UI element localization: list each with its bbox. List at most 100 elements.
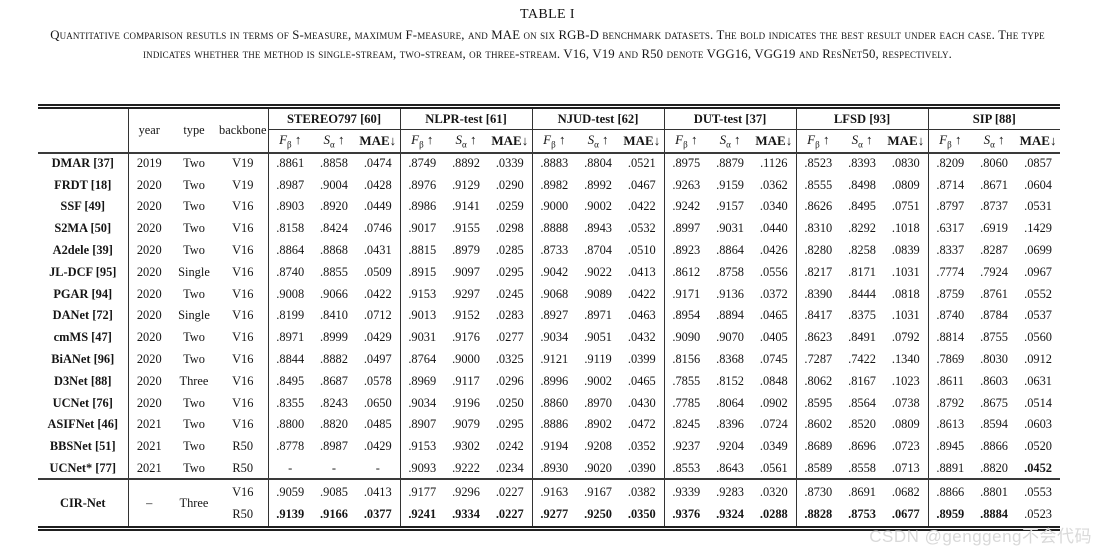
metric-header: MAE↓	[884, 129, 929, 154]
metric-value-cell: .0556	[759, 264, 788, 279]
metric-value-cell: .8696	[848, 439, 876, 454]
backbone-cell: R50	[232, 507, 254, 522]
metric-value-cell: .0537	[1024, 308, 1052, 323]
backbone-cell: V16	[232, 221, 254, 236]
metric-value-cell: .8864	[716, 243, 744, 258]
metric-value-cell: .0474	[363, 156, 392, 171]
metric-value-cell: .8595	[795, 392, 841, 415]
metric-value-cell: .0372	[759, 286, 788, 301]
metric-value-cell: .0426	[759, 243, 788, 258]
metric-value-cell: .8804	[584, 156, 612, 171]
header-row: year type backbone STEREO797 [60] NLPR-test …	[38, 106, 1061, 154]
metric-value-cell: .0298	[495, 221, 524, 236]
metric-value-cell: .0553	[1016, 478, 1061, 504]
table-row: BBSNet [51] 2021 Two R50 .8778 .8987 .0429 .915…	[38, 435, 1060, 458]
metric-value-cell: .8393	[848, 156, 876, 171]
metric-value-cell: .0399	[627, 352, 656, 367]
metric-value-cell: .9222	[452, 460, 480, 475]
metric-value-cell: .8491	[848, 330, 876, 345]
metric-header: Sα ↑	[444, 129, 489, 154]
metric-value-cell: .8396	[716, 417, 744, 432]
method-name-cell: BiANet [96]	[51, 352, 115, 367]
metric-value-cell: .0467	[627, 177, 656, 192]
metric-value-cell: .9241	[399, 503, 445, 529]
metric-header: Sα ↑	[708, 129, 753, 154]
metric-value-cell: .8553	[663, 457, 709, 480]
metric-value-cell: .7785	[663, 392, 709, 415]
method-name-cell: DMAR [37]	[51, 156, 114, 171]
metric-value-cell: .9324	[716, 507, 744, 522]
metric-value-cell: .8884	[980, 507, 1008, 522]
metric-value-cell: .0792	[891, 330, 920, 345]
type-cell: Two	[183, 286, 205, 301]
metric-value-cell: .0531	[1024, 199, 1052, 214]
metric-value-cell: .0296	[495, 373, 524, 388]
type-cell: Two	[183, 395, 205, 410]
table-row: ASIFNet [46] 2021 Two V16 .8800 .8820 .0485 .89…	[38, 414, 1060, 436]
metric-value-cell: .8689	[795, 435, 841, 458]
metric-value-cell: .0745	[759, 352, 788, 367]
type-cell: Two	[183, 460, 205, 475]
metric-value-cell: .9302	[452, 439, 480, 454]
meta-header-year: year	[127, 106, 170, 154]
metric-value-cell: .0510	[627, 243, 656, 258]
metric-value-cell: .8158	[267, 217, 312, 240]
metric-value-cell: .9339	[663, 478, 709, 504]
metric-value-cell: .9141	[452, 199, 480, 214]
metric-value-cell: .0603	[1024, 417, 1052, 432]
metric-value-cell: .8740	[267, 261, 312, 284]
metric-value-cell: .1126	[760, 156, 788, 171]
metric-value-cell: .9376	[663, 503, 709, 529]
metric-value-cell: .8920	[320, 199, 348, 214]
metric-value-cell: .7422	[848, 352, 876, 367]
metric-value-cell: .0809	[891, 417, 920, 432]
metric-value-cell: .9002	[584, 373, 612, 388]
metric-value-cell: .0520	[1024, 439, 1052, 454]
metric-value-cell: .8758	[716, 264, 744, 279]
metric-value-cell: .9177	[399, 478, 445, 504]
metric-value-cell: .9171	[663, 283, 709, 306]
year-cell: 2020	[127, 261, 170, 284]
metric-value-cell: .8171	[848, 264, 876, 279]
metric-value-cell: .9093	[399, 457, 445, 480]
metric-value-cell: .9000	[452, 352, 480, 367]
year-cell: –	[127, 478, 170, 529]
type-cell: Two	[183, 439, 205, 454]
metric-value-cell: .8866	[927, 478, 973, 504]
metric-value-cell: .8759	[927, 283, 973, 306]
backbone-cell: V16	[232, 330, 254, 345]
metric-value-cell: .8892	[452, 156, 480, 171]
type-cell: Two	[183, 352, 205, 367]
metric-value-cell: .0818	[891, 286, 920, 301]
metric-value-cell: .0650	[363, 395, 392, 410]
metric-value-cell: .8930	[531, 457, 577, 480]
metric-value-cell: .0259	[495, 199, 524, 214]
metric-value-cell: .8915	[399, 261, 445, 284]
metric-value-cell: .9090	[663, 326, 709, 349]
metric-value-cell: .0449	[363, 199, 392, 214]
csdn-watermark: CSDN @genggeng不会代码	[869, 527, 1092, 546]
year-cell: 2020	[127, 283, 170, 306]
backbone-cell: V19	[232, 177, 254, 192]
metric-value-cell: .9163	[531, 478, 577, 504]
metric-value-cell: .0320	[752, 478, 797, 504]
metric-value-cell: .0277	[495, 330, 524, 345]
metric-value-cell: .8749	[399, 152, 445, 175]
metric-value-cell: .8612	[663, 261, 709, 284]
metric-value-cell: .0290	[495, 177, 524, 192]
table-row: FRDT [18] 2020 Two V19 .8987 .9004 .0428 .8976.…	[38, 174, 1060, 197]
metric-value-cell: .8755	[980, 330, 1008, 345]
metric-value-cell: .8764	[399, 348, 445, 371]
metric-value-cell: .8444	[848, 286, 876, 301]
table-row: UCNet [76] 2020 Two V16 .8355 .8243 .0650 .9034…	[38, 392, 1060, 415]
metric-value-cell: .0552	[1024, 286, 1052, 301]
metric-value-cell: .7774	[927, 261, 973, 284]
type-cell: Two	[183, 243, 205, 258]
metric-value-cell: .0285	[495, 243, 524, 258]
metric-value-cell: .0751	[891, 199, 920, 214]
metric-value-cell: .9297	[452, 286, 480, 301]
year-cell: 2020	[127, 305, 170, 327]
metric-value-cell: .8245	[663, 414, 709, 436]
method-name-cell: FRDT [18]	[54, 177, 112, 192]
metric-value-cell: .8602	[795, 414, 841, 436]
